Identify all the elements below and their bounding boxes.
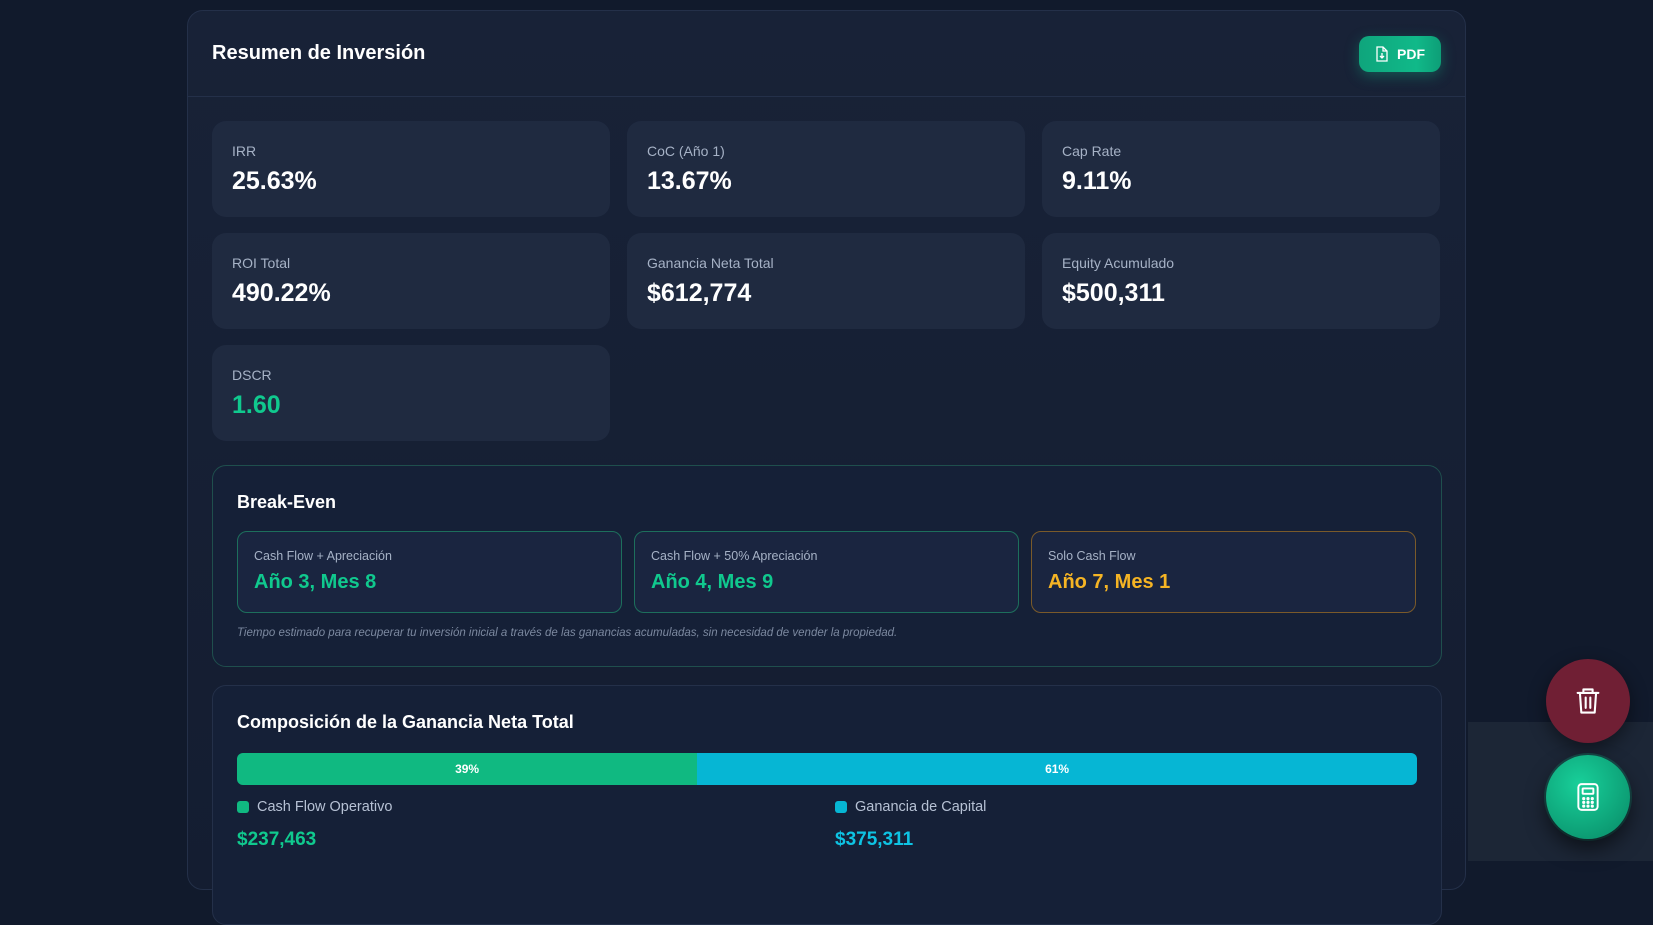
page-title: Resumen de Inversión: [212, 42, 426, 64]
metric-card-dscr: DSCR 1.60: [212, 345, 610, 441]
metric-value: 490.22%: [232, 279, 331, 307]
break-even-label: Cash Flow + 50% Apreciación: [651, 549, 818, 563]
legend-swatch: [237, 801, 249, 813]
metric-label: ROI Total: [232, 255, 291, 271]
metric-label: Equity Acumulado: [1062, 255, 1175, 271]
break-even-value: Año 7, Mes 1: [1048, 571, 1171, 593]
pdf-file-icon: [1376, 45, 1388, 62]
metric-label: IRR: [232, 143, 257, 159]
metric-value: 13.67%: [647, 167, 732, 195]
metric-card-equity: Equity Acumulado $500,311: [1042, 233, 1440, 329]
pdf-export-button[interactable]: PDF: [1359, 35, 1441, 72]
break-even-value: Año 4, Mes 9: [651, 571, 774, 593]
calculator-button[interactable]: [1546, 755, 1630, 839]
metric-value: 9.11%: [1062, 167, 1132, 195]
capital-gain-amount: $375,311: [835, 829, 914, 850]
calculator-icon: [1577, 783, 1599, 811]
panel-header: Resumen de Inversión PDF: [188, 11, 1465, 97]
metric-value: $500,311: [1062, 279, 1165, 307]
section-title: Composición de la Ganancia Neta Total: [237, 712, 574, 732]
legend-label: Cash Flow Operativo: [257, 799, 393, 815]
break-even-cards: Cash Flow + Apreciación Año 3, Mes 8 Cas…: [237, 531, 1417, 613]
pdf-button-label: PDF: [1397, 45, 1425, 62]
metric-value: 25.63%: [232, 167, 317, 195]
metrics-grid: IRR 25.63% CoC (Año 1) 13.67% Cap Rate 9…: [212, 121, 1442, 441]
section-title: Break-Even: [237, 492, 337, 512]
composition-legend: Cash Flow Operativo Ganancia de Capital: [237, 799, 1417, 815]
metric-label: DSCR: [232, 367, 272, 383]
break-even-label: Cash Flow + Apreciación: [254, 549, 392, 563]
composition-amounts: $237,463 $375,311: [237, 829, 1417, 851]
metric-label: Ganancia Neta Total: [647, 255, 774, 271]
metric-card-irr: IRR 25.63%: [212, 121, 610, 217]
break-even-value: Año 3, Mes 8: [254, 571, 377, 593]
metric-label: CoC (Año 1): [647, 143, 725, 159]
break-even-card: Solo Cash Flow Año 7, Mes 1: [1031, 531, 1416, 613]
metric-card-cap-rate: Cap Rate 9.11%: [1042, 121, 1440, 217]
investment-summary-panel: Resumen de Inversión PDF IRR 25.63% CoC …: [187, 10, 1466, 925]
metric-value: $612,774: [647, 279, 752, 307]
break-even-card: Cash Flow + Apreciación Año 3, Mes 8: [237, 531, 622, 613]
trash-icon: [1576, 688, 1600, 714]
bar-segment-capital-gain: 61%: [697, 753, 1417, 785]
metric-card-coc: CoC (Año 1) 13.67%: [627, 121, 1025, 217]
delete-button[interactable]: [1546, 659, 1630, 743]
break-even-label: Solo Cash Flow: [1048, 549, 1136, 563]
composition-bar: 39% 61%: [237, 753, 1417, 785]
break-even-section: Break-Even Cash Flow + Apreciación Año 3…: [212, 465, 1442, 667]
cash-flow-amount: $237,463: [237, 829, 317, 850]
metric-value: 1.60: [232, 391, 281, 419]
net-gain-composition-section: Composición de la Ganancia Neta Total 39…: [212, 685, 1442, 925]
legend-item-capital-gain: Ganancia de Capital: [835, 799, 1433, 815]
break-even-note: Tiempo estimado para recuperar tu invers…: [237, 627, 898, 639]
metric-label: Cap Rate: [1062, 143, 1122, 159]
legend-swatch: [835, 801, 847, 813]
bar-segment-cash-flow: 39%: [237, 753, 698, 785]
legend-label: Ganancia de Capital: [855, 799, 987, 815]
legend-item-cash-flow: Cash Flow Operativo: [237, 799, 835, 815]
metric-card-net-gain: Ganancia Neta Total $612,774: [627, 233, 1025, 329]
metric-card-roi-total: ROI Total 490.22%: [212, 233, 610, 329]
break-even-card: Cash Flow + 50% Apreciación Año 4, Mes 9: [634, 531, 1019, 613]
